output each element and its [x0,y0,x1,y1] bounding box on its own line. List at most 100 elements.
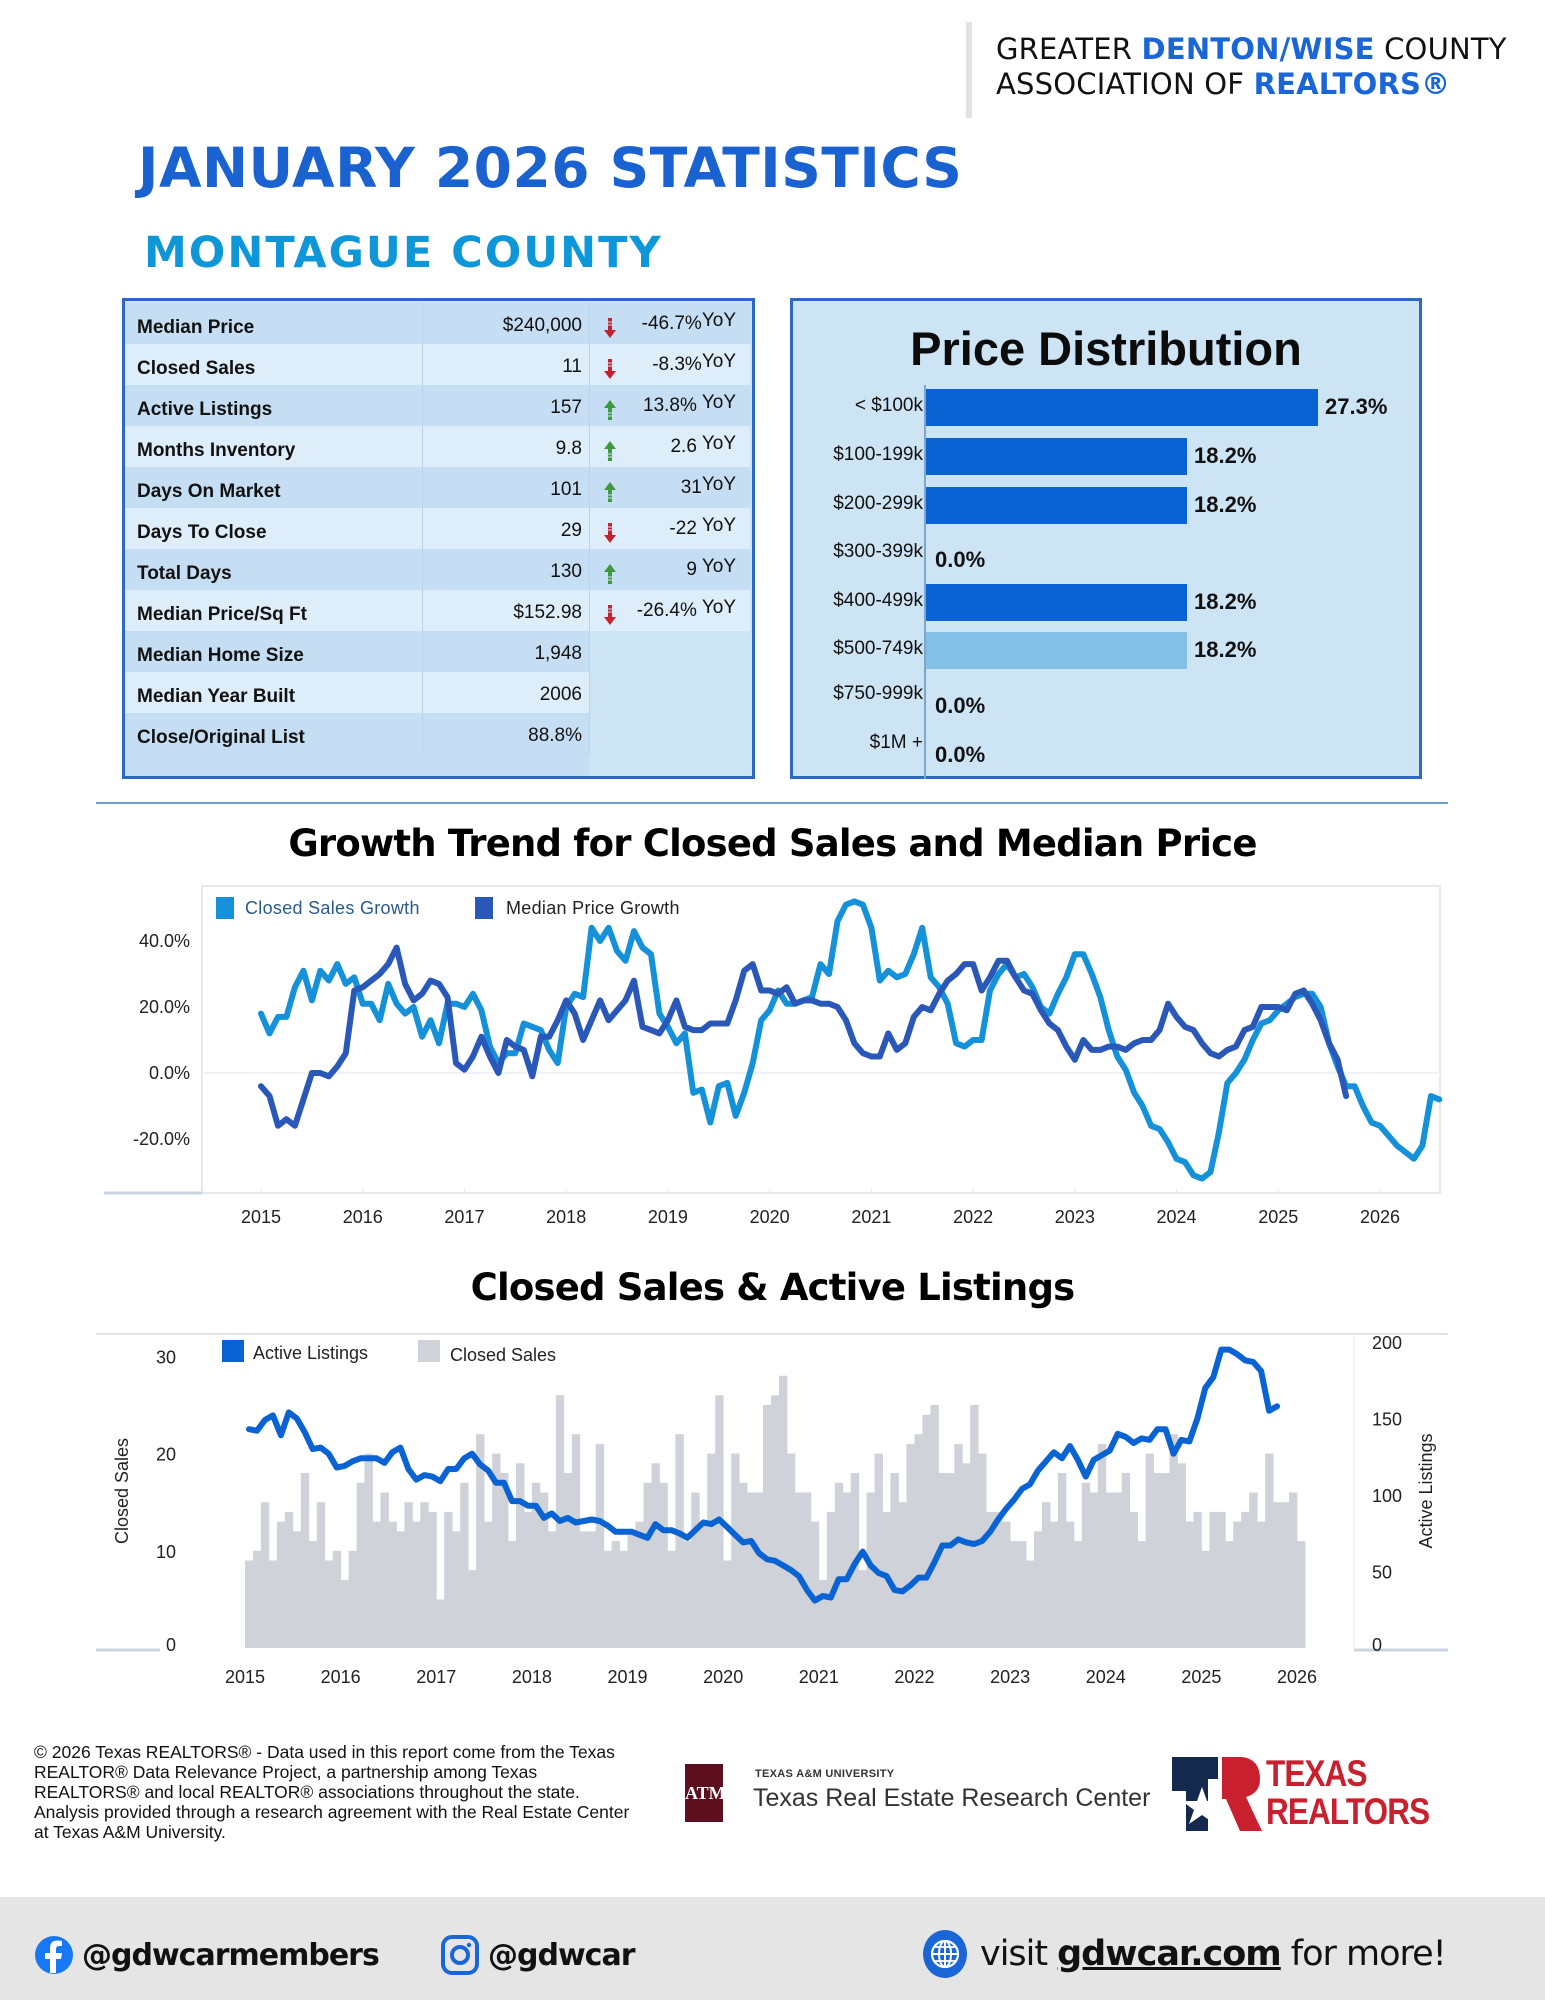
closed-sales-bar [667,1550,676,1648]
closed-sales-bar [1105,1492,1115,1648]
x-tick-label: 2020 [703,1667,743,1686]
stat-label: Days On Market [137,481,281,502]
x-tick-label: 2023 [1055,1207,1095,1225]
right-y-tick-label: 150 [1372,1410,1402,1430]
disclaimer-text: © 2026 Texas REALTORS® - Data used in th… [34,1742,630,1842]
closed-sales-bar [547,1531,557,1648]
association-logo: GREATER DENTON/WISE COUNTY ASSOCIATION O… [996,32,1507,102]
closed-sales-bar [253,1550,262,1648]
price-distribution-value: 27.3% [1325,394,1388,419]
closed-sales-bar [930,1405,939,1648]
closed-sales-bar [1049,1521,1059,1648]
county-title: MONTAGUE COUNTY [144,228,663,278]
page-title: JANUARY 2026 STATISTICS [138,136,963,200]
texas-realtors-line2: REALTORS [1266,1791,1430,1832]
closed-sales-bar [771,1395,780,1648]
stat-yoy-value: -8.3% [652,354,702,375]
stat-value: 29 [560,520,582,541]
closed-sales-active-listings-chart: 0 10 20 30 0 50 100 150 200 Closed Sales Active Li… [96,1333,1448,1686]
closed-sales-bar [436,1599,445,1648]
price-distribution-value: 0.0% [935,547,986,572]
closed-sales-bar [268,1560,278,1648]
x-tick-label: 2023 [990,1667,1030,1686]
legend-swatch-median-price-growth [475,897,493,919]
x-tick-label: 2024 [1086,1667,1126,1686]
stat-yoy-value: 13.8% [643,395,702,416]
trend-up-arrow-icon [604,441,616,461]
price-range-label: $500-749k [833,638,923,659]
closed-sales-bar [1002,1521,1011,1648]
x-tick-label: 2016 [321,1667,361,1686]
closed-sales-bar [1121,1473,1131,1648]
trend-up-arrow-icon [604,564,616,584]
social-footer: @gdwcarmembers @gdwcar visit gdwcar.com … [0,1897,1545,2000]
stat-yoy-value: -22 [669,518,702,539]
closed-sales-bar [794,1492,804,1648]
stat-yoy-value: -46.7% [641,313,702,334]
stat-yoy-change: 2.6 YoY [670,433,736,458]
closed-sales-bar [1145,1453,1154,1648]
closed-sales-bar [300,1473,310,1648]
closed-sales-bar [428,1511,437,1648]
stat-value: $152.98 [513,602,582,623]
closed-sales-bar [356,1482,365,1648]
closed-sales-bar [1177,1463,1186,1648]
globe-icon [923,1930,967,1978]
logo-divider [966,22,972,118]
closed-sales-growth-line [258,898,1443,1182]
closed-sales-bar [420,1502,429,1648]
price-distribution-value: 18.2% [1194,637,1257,662]
closed-sales-bar [1233,1521,1242,1648]
closed-sales-bar [1026,1560,1035,1648]
instagram-link[interactable]: @gdwcar [440,1933,635,1977]
closed-sales-bar [1081,1482,1091,1648]
price-distribution-bar [926,389,1318,426]
closed-sales-bar [1137,1541,1146,1648]
closed-sales-bar [531,1482,541,1648]
stat-row: Total Days 130 9 YoY [125,549,752,590]
stat-yoy-value: 2.6 [670,436,702,457]
legend-label-closed-sales: Closed Sales [450,1345,556,1365]
y-tick-label: 0.0% [149,1063,190,1083]
closed-sales-bar [779,1375,788,1648]
closed-sales-bar [922,1414,931,1648]
closed-sales-bar [444,1511,453,1648]
facebook-link[interactable]: @gdwcarmembers [34,1933,380,1977]
closed-sales-bar [890,1473,899,1648]
legend-label-active-listings: Active Listings [253,1343,368,1363]
stat-yoy-suffix: YoY [701,433,736,454]
website-url[interactable]: gdwcar.com [1057,1934,1282,1974]
closed-sales-bar [1113,1492,1123,1648]
stat-yoy-suffix: YoY [701,474,736,495]
trend-down-arrow-icon [604,359,616,379]
stat-label: Active Listings [137,399,273,420]
closed-sales-bar [523,1511,533,1648]
price-range-label: < $100k [854,395,923,416]
closed-sales-bar [316,1502,326,1648]
right-y-tick-label: 100 [1372,1486,1402,1506]
right-y-tick-label: 200 [1372,1333,1402,1353]
left-y-tick-label: 20 [156,1445,176,1465]
x-tick-label: 2026 [1277,1667,1317,1686]
closed-sales-bar [1289,1492,1298,1648]
closed-sales-bar [1217,1511,1226,1648]
x-tick-label: 2024 [1157,1207,1197,1225]
closed-sales-bar [874,1453,883,1648]
website-link[interactable]: visit gdwcar.com for more! [922,1929,1447,1979]
closed-sales-bar [292,1531,302,1648]
stats-table: Median Price $240,000 -46.7%YoY Closed Sale… [122,298,755,779]
stat-value: 101 [550,479,582,500]
stat-yoy-suffix: YoY [701,556,736,577]
closed-sales-bar [802,1492,812,1648]
stat-yoy-suffix: YoY [701,351,736,372]
stat-label: Median Home Size [137,645,304,666]
stat-yoy-suffix: YoY [701,392,736,413]
stat-label: Days To Close [137,522,267,543]
tamu-mark-icon: ATM [685,1764,726,1822]
right-axis-title: Active Listings [1416,1433,1436,1548]
closed-sales-bar [388,1521,397,1648]
closed-sales-bar [1089,1492,1099,1648]
closed-sales-bar [619,1550,628,1648]
closed-sales-bar [627,1531,636,1648]
texas-realtors-logo: TEXAS REALTORS [1172,1755,1432,1835]
